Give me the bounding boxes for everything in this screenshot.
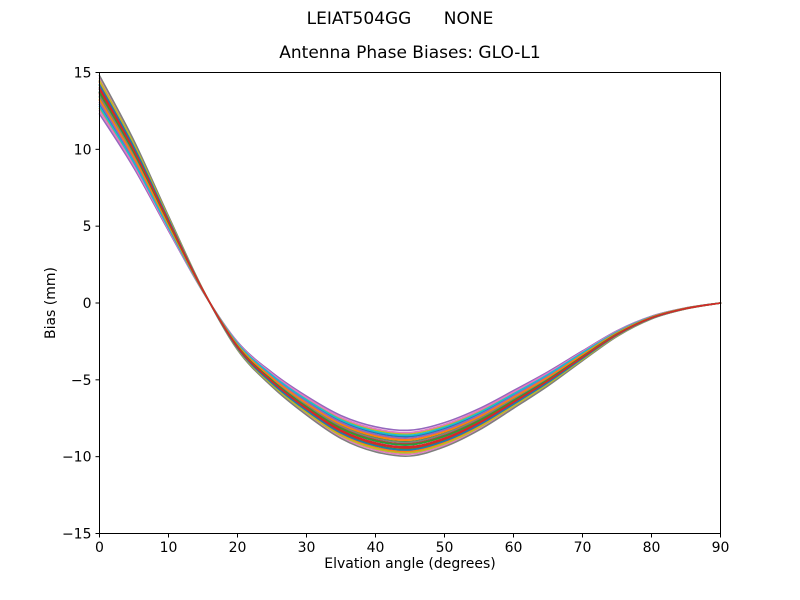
series-line <box>98 74 722 457</box>
series-line <box>98 88 722 448</box>
series-line <box>98 77 722 456</box>
y-tick-label: −15 <box>62 527 92 543</box>
x-tick-label: 40 <box>367 540 385 556</box>
x-tick-label: 80 <box>643 540 661 556</box>
x-tick-label: 20 <box>229 540 247 556</box>
figure-suptitle: LEIAT504GG NONE <box>306 9 494 29</box>
axes-frame <box>99 72 721 534</box>
y-axis-label: Bias (mm) <box>43 266 59 340</box>
x-tick-label: 70 <box>574 540 592 556</box>
y-tick-label: 0 <box>83 296 92 312</box>
x-tick-label: 50 <box>436 540 454 556</box>
x-axis-label: Elvation angle (degrees) <box>324 556 496 572</box>
y-tick-label: 5 <box>83 219 92 235</box>
y-tick-label: 10 <box>74 142 92 158</box>
x-tick-label: 60 <box>505 540 523 556</box>
y-tick-label: −10 <box>62 450 92 466</box>
x-tick-label: 0 <box>95 540 104 556</box>
x-tick-label: 10 <box>160 540 178 556</box>
axes-title: Antenna Phase Biases: GLO-L1 <box>279 43 541 63</box>
y-tick-label: −5 <box>71 373 92 389</box>
x-tick-label: 30 <box>298 540 316 556</box>
x-tick-label: 90 <box>712 540 730 556</box>
y-tick-label: 15 <box>74 66 92 82</box>
